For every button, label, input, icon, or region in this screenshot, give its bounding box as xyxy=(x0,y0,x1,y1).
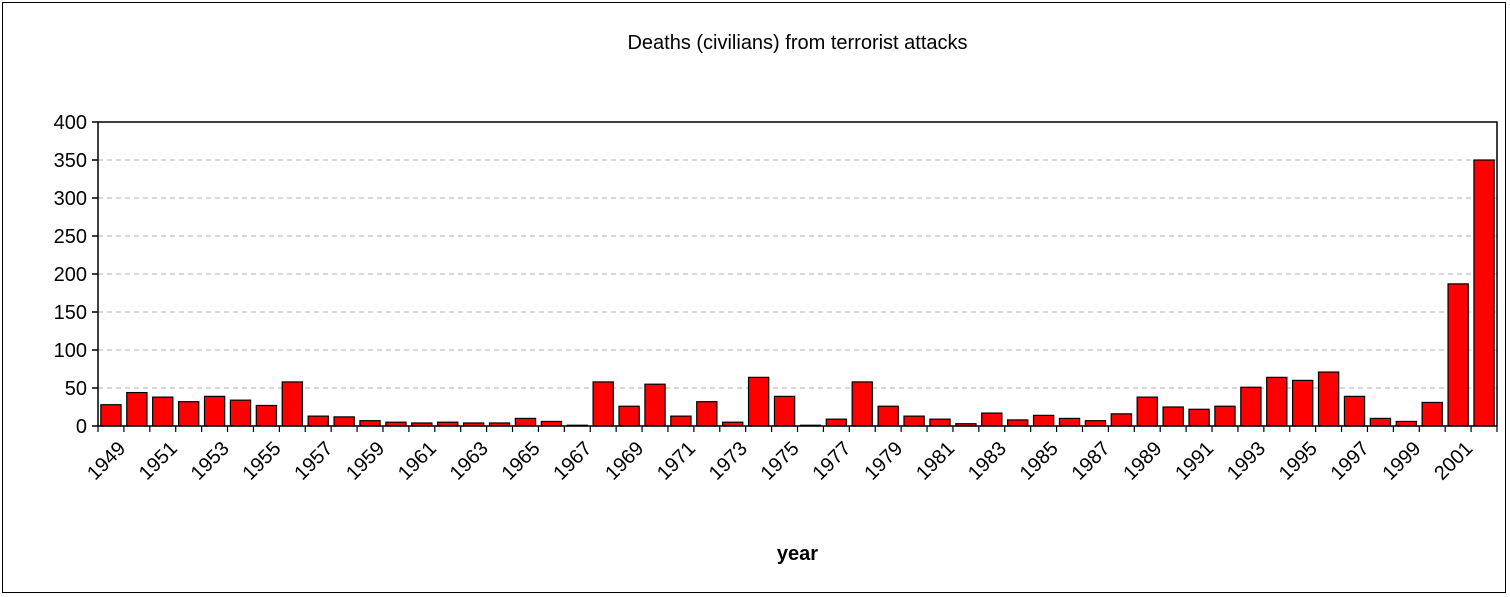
bar-1956 xyxy=(281,381,304,427)
bar-1990 xyxy=(1162,406,1184,427)
bar-1984 xyxy=(1007,419,1029,427)
bar-1970 xyxy=(644,383,666,427)
bar-1952 xyxy=(177,401,200,427)
bar-1992 xyxy=(1214,405,1236,427)
x-tick-label-1969: 1969 xyxy=(601,438,648,485)
y-tick-label-300: 300 xyxy=(54,188,87,210)
bar-1958 xyxy=(333,416,355,427)
y-tick-label-0: 0 xyxy=(76,416,87,438)
x-tick-label-1949: 1949 xyxy=(83,438,130,485)
bar-2001 xyxy=(1447,283,1469,427)
x-tick-label-1979: 1979 xyxy=(860,438,907,485)
bar-1985 xyxy=(1032,414,1055,427)
bar-1979 xyxy=(877,405,899,427)
bar-1972 xyxy=(696,401,718,427)
x-tick-label-1973: 1973 xyxy=(705,438,752,485)
x-tick-label-1999: 1999 xyxy=(1378,438,1425,485)
bar-1981 xyxy=(929,418,951,427)
axes xyxy=(92,121,1498,432)
bars xyxy=(100,159,1495,427)
bar-1994 xyxy=(1266,376,1288,427)
bar-1968 xyxy=(592,381,614,427)
bar-1955 xyxy=(255,404,278,427)
x-tick-label-1977: 1977 xyxy=(808,438,855,485)
x-tick-label-1991: 1991 xyxy=(1171,438,1218,485)
bar-1991 xyxy=(1188,408,1210,427)
x-tick-label-1971: 1971 xyxy=(653,438,700,485)
bar-1953 xyxy=(203,395,226,427)
x-tick-label-1983: 1983 xyxy=(964,438,1011,485)
bar-1971 xyxy=(670,415,692,427)
x-tick-label-1985: 1985 xyxy=(1016,438,1063,485)
y-tick-label-150: 150 xyxy=(54,302,87,324)
x-tick-label-1965: 1965 xyxy=(498,438,545,485)
x-tick-label-1959: 1959 xyxy=(342,438,389,485)
bar-1983 xyxy=(981,412,1003,427)
bar-1975 xyxy=(773,395,796,427)
x-tick-label-1967: 1967 xyxy=(549,438,596,485)
x-tick-label-1963: 1963 xyxy=(446,438,493,485)
x-tick-label-1953: 1953 xyxy=(187,438,234,485)
bar-2000 xyxy=(1421,401,1443,427)
x-tick-label-1989: 1989 xyxy=(1119,438,1166,485)
bar-1951 xyxy=(152,396,174,427)
x-tick-label-1997: 1997 xyxy=(1327,438,1374,485)
y-tick-label-250: 250 xyxy=(54,226,87,248)
x-tick-labels: 1949 1951 1953 1955 1957 1959 1961 1963 1965 1967… xyxy=(83,438,1477,485)
y-tick-label-50: 50 xyxy=(65,378,87,400)
bar-1977 xyxy=(825,418,848,427)
bar-1969 xyxy=(618,405,640,427)
y-tick-label-350: 350 xyxy=(54,150,87,172)
bar-1957 xyxy=(307,415,329,427)
bar-1978 xyxy=(851,381,873,427)
bar-1954 xyxy=(229,399,252,427)
gridlines xyxy=(98,159,1497,389)
x-tick-label-1981: 1981 xyxy=(912,438,959,485)
y-tick-label-200: 200 xyxy=(54,264,87,286)
bar-1980 xyxy=(903,415,925,427)
bar-1987 xyxy=(1084,420,1107,427)
y-tick-label-100: 100 xyxy=(54,340,87,362)
x-tick-label-1975: 1975 xyxy=(757,438,804,485)
bar-1997 xyxy=(1343,395,1366,427)
bar-1965 xyxy=(514,417,537,427)
x-tick-label-1961: 1961 xyxy=(394,438,441,485)
bar-1974 xyxy=(747,376,770,427)
x-tick-label-2001: 2001 xyxy=(1430,438,1477,485)
bar-1950 xyxy=(126,391,148,427)
bar-1989 xyxy=(1136,396,1158,427)
x-tick-label-1987: 1987 xyxy=(1068,438,1115,485)
x-tick-label-1993: 1993 xyxy=(1223,438,1270,485)
bar-1949 xyxy=(100,404,122,427)
y-tick-label-400: 400 xyxy=(54,112,87,134)
x-tick-label-1955: 1955 xyxy=(239,438,286,485)
bar-1986 xyxy=(1058,417,1081,427)
x-tick-label-1995: 1995 xyxy=(1275,438,1322,485)
bar-1998 xyxy=(1369,417,1392,427)
bar-1995 xyxy=(1291,379,1314,427)
y-tick-labels: 0 50 100 150 200 250 300 350 400 xyxy=(54,112,87,438)
x-tick-label-1951: 1951 xyxy=(135,438,182,485)
bar-2002 xyxy=(1473,159,1495,427)
bar-1988 xyxy=(1110,413,1133,427)
chart-title: Deaths (civilians) from terrorist attack… xyxy=(627,32,967,54)
bar-chart: Deaths (civilians) from terrorist attack… xyxy=(54,32,1498,565)
bar-1993 xyxy=(1240,386,1262,427)
bar-1959 xyxy=(359,420,381,427)
bar-1996 xyxy=(1317,371,1340,427)
x-tick-label-1957: 1957 xyxy=(290,438,337,485)
x-axis-label: year xyxy=(777,543,818,565)
